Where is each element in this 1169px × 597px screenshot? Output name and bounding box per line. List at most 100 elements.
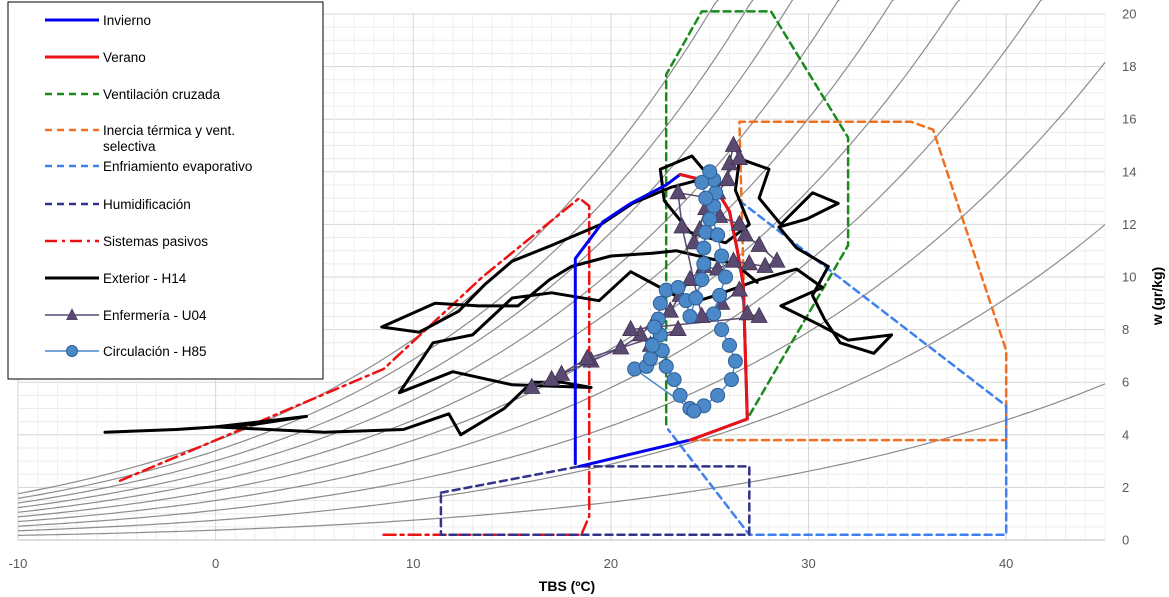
rh-curve bbox=[17, 0, 961, 518]
legend-box bbox=[7, 1, 324, 380]
series-layer bbox=[103, 10, 1008, 536]
triangle-marker bbox=[736, 225, 754, 242]
y-axis-title: w (gr/kg) bbox=[1149, 267, 1165, 326]
legend-item: Circulación - H85 bbox=[45, 344, 207, 359]
triangle-marker bbox=[681, 269, 699, 287]
triangle-marker bbox=[730, 280, 749, 297]
y-tick-label: 2 bbox=[1122, 480, 1129, 495]
y-tick-label: 0 bbox=[1122, 533, 1129, 548]
legend-label: Enfriamiento evaporativo bbox=[103, 159, 252, 174]
triangle-marker bbox=[622, 319, 640, 336]
circle-marker bbox=[652, 295, 668, 311]
y-axis-ticks: 0 2 4 6 8 10 12 14 16 18 20 bbox=[1122, 7, 1136, 548]
triangle-marker bbox=[730, 148, 749, 166]
circle-marker bbox=[721, 337, 737, 353]
legend-item: Inercia térmica y vent. selectiva bbox=[45, 123, 235, 154]
triangle-marker bbox=[750, 235, 768, 252]
legend-item: Humidificación bbox=[45, 197, 191, 212]
rh-curve bbox=[17, 0, 1043, 523]
circle-marker bbox=[682, 308, 698, 324]
y-tick-label: 16 bbox=[1122, 112, 1136, 127]
y-tick-label: 4 bbox=[1122, 427, 1129, 442]
circle-marker bbox=[642, 351, 658, 367]
legend-label: Circulación - H85 bbox=[103, 344, 207, 359]
rh-curve bbox=[17, 0, 895, 513]
triangle-marker bbox=[578, 348, 596, 365]
circle-marker bbox=[710, 387, 726, 403]
circle-marker bbox=[712, 287, 728, 303]
legend-circle-marker bbox=[66, 345, 78, 357]
y-tick-label: 8 bbox=[1122, 322, 1129, 337]
circle-marker bbox=[698, 190, 714, 206]
legend-item: Invierno bbox=[45, 13, 151, 28]
legend-item: Sistemas pasivos bbox=[45, 234, 208, 249]
circle-marker bbox=[702, 164, 718, 180]
rh-curve bbox=[17, 0, 719, 495]
circle-marker bbox=[658, 358, 674, 374]
legend-label: Humidificación bbox=[103, 197, 191, 212]
triangle-marker bbox=[718, 169, 737, 187]
legend-items: Invierno Verano Ventilación cruzada Inercia… bbox=[45, 13, 252, 359]
triangle-marker bbox=[542, 369, 561, 386]
y-tick-label: 12 bbox=[1122, 217, 1136, 232]
series-8-markers bbox=[523, 135, 786, 394]
rh-curve bbox=[17, 383, 1106, 536]
rh-curve bbox=[17, 61, 1106, 527]
series-6-line bbox=[115, 196, 591, 536]
legend: Invierno Verano Ventilación cruzada Inercia… bbox=[7, 1, 324, 380]
triangle-marker bbox=[669, 319, 687, 336]
circle-marker bbox=[646, 319, 662, 335]
rh-curve bbox=[17, 0, 754, 499]
legend-item: Exterior - H14 bbox=[45, 271, 187, 286]
circle-marker bbox=[696, 256, 712, 272]
series-line bbox=[531, 143, 779, 389]
triangle-marker bbox=[750, 306, 768, 323]
circle-marker bbox=[718, 269, 734, 285]
circle-marker bbox=[666, 372, 682, 388]
y-tick-label: 6 bbox=[1122, 375, 1129, 390]
legend-label: Exterior - H14 bbox=[103, 271, 187, 286]
triangle-marker bbox=[552, 364, 571, 381]
series-2-line bbox=[664, 10, 850, 426]
circle-marker bbox=[694, 272, 710, 288]
triangle-marker bbox=[724, 135, 743, 152]
x-tick-label: 0 bbox=[212, 556, 219, 571]
triangle-marker bbox=[756, 256, 774, 273]
x-axis-title: TBS (ºC) bbox=[539, 578, 595, 594]
series-7-line bbox=[103, 154, 894, 437]
circle-marker bbox=[714, 322, 730, 338]
triangle-marker bbox=[669, 182, 687, 200]
circle-marker bbox=[694, 174, 710, 190]
legend-item: Verano bbox=[45, 50, 146, 65]
triangle-marker bbox=[724, 251, 743, 268]
x-tick-label: 40 bbox=[999, 556, 1013, 571]
triangle-marker bbox=[768, 251, 786, 268]
triangle-marker bbox=[738, 303, 756, 321]
y-tick-label: 18 bbox=[1122, 59, 1136, 74]
legend-label: Inercia térmica y vent. selectiva bbox=[103, 123, 235, 154]
triangle-marker bbox=[693, 306, 711, 323]
rh-curve bbox=[17, 224, 1106, 532]
x-axis-ticks: -10 0 10 20 30 40 bbox=[9, 556, 1014, 571]
legend-label: Invierno bbox=[103, 13, 151, 28]
circle-marker bbox=[702, 211, 718, 227]
legend-label: Verano bbox=[103, 50, 146, 65]
legend-triangle-marker bbox=[66, 308, 78, 320]
legend-item: Enfermería - U04 bbox=[45, 308, 207, 323]
circle-marker bbox=[706, 306, 722, 322]
x-tick-label: 10 bbox=[406, 556, 420, 571]
relative-humidity-curves bbox=[17, 0, 1106, 536]
y-tick-label: 14 bbox=[1122, 164, 1136, 179]
circle-marker bbox=[710, 227, 726, 243]
triangle-marker bbox=[612, 338, 630, 355]
legend-item: Ventilación cruzada bbox=[45, 87, 221, 102]
triangle-marker bbox=[740, 254, 758, 271]
x-tick-label: 20 bbox=[604, 556, 618, 571]
legend-label: Enfermería - U04 bbox=[103, 308, 207, 323]
circle-marker bbox=[696, 240, 712, 256]
legend-label: Sistemas pasivos bbox=[103, 234, 208, 249]
circle-marker bbox=[723, 372, 739, 388]
circle-marker bbox=[714, 248, 730, 264]
y-tick-label: 20 bbox=[1122, 7, 1136, 22]
